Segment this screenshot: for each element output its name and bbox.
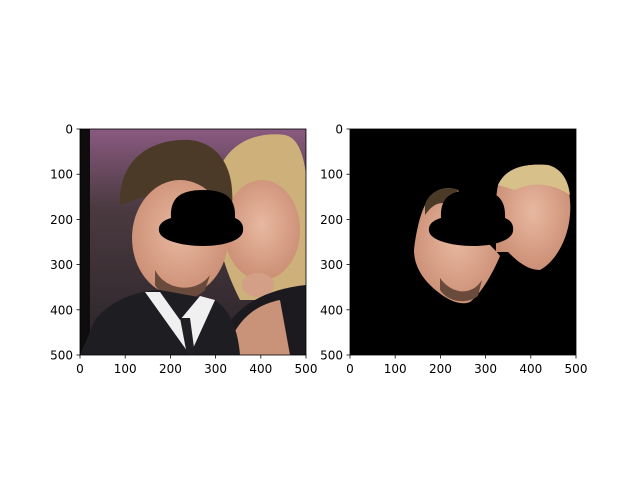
left-image-panel: 0 100 200 300 400 500 0 100 200 300 400 500 [50, 123, 317, 377]
left-y-tick-label: 300 [50, 258, 73, 272]
right-y-tick-label: 100 [320, 168, 343, 182]
right-y-tick-label: 200 [320, 213, 343, 227]
left-y-tick-label: 500 [50, 349, 73, 363]
left-axes-frame [79, 128, 307, 356]
right-man-face-region [414, 188, 500, 304]
right-y-axis: 0 100 200 300 400 500 [320, 123, 350, 363]
left-y-tick-label: 400 [50, 303, 73, 317]
left-x-tick-label: 500 [295, 362, 318, 376]
left-hat-mask [158, 190, 244, 246]
right-woman-face-region [495, 164, 571, 270]
left-y-tick-label: 200 [50, 213, 73, 227]
right-x-tick-label: 300 [474, 362, 497, 376]
right-y-tick-label: 500 [320, 349, 343, 363]
right-x-tick-label: 500 [565, 362, 588, 376]
right-x-axis: 0 100 200 300 400 500 [346, 355, 587, 376]
left-x-tick-label: 300 [204, 362, 227, 376]
left-photo [80, 129, 306, 355]
left-x-tick-label: 100 [114, 362, 137, 376]
left-x-tick-label: 400 [249, 362, 272, 376]
left-y-tick-label: 0 [65, 123, 73, 137]
right-x-tick-label: 0 [346, 362, 354, 376]
right-y-tick-label: 400 [320, 303, 343, 317]
right-x-tick-label: 400 [519, 362, 542, 376]
right-photo [350, 129, 576, 355]
right-hat-mask [428, 190, 514, 246]
left-x-axis: 0 100 200 300 400 500 [76, 355, 317, 376]
left-y-tick-label: 100 [50, 168, 73, 182]
right-x-tick-label: 100 [384, 362, 407, 376]
left-y-axis: 0 100 200 300 400 500 [50, 123, 80, 363]
right-y-tick-label: 300 [320, 258, 343, 272]
right-image-panel: 0 100 200 300 400 500 0 100 200 300 400 500 [320, 123, 587, 377]
right-x-tick-label: 200 [429, 362, 452, 376]
left-x-tick-label: 200 [159, 362, 182, 376]
right-y-tick-label: 0 [335, 123, 343, 137]
right-axes-frame [349, 128, 577, 356]
left-x-tick-label: 0 [76, 362, 84, 376]
